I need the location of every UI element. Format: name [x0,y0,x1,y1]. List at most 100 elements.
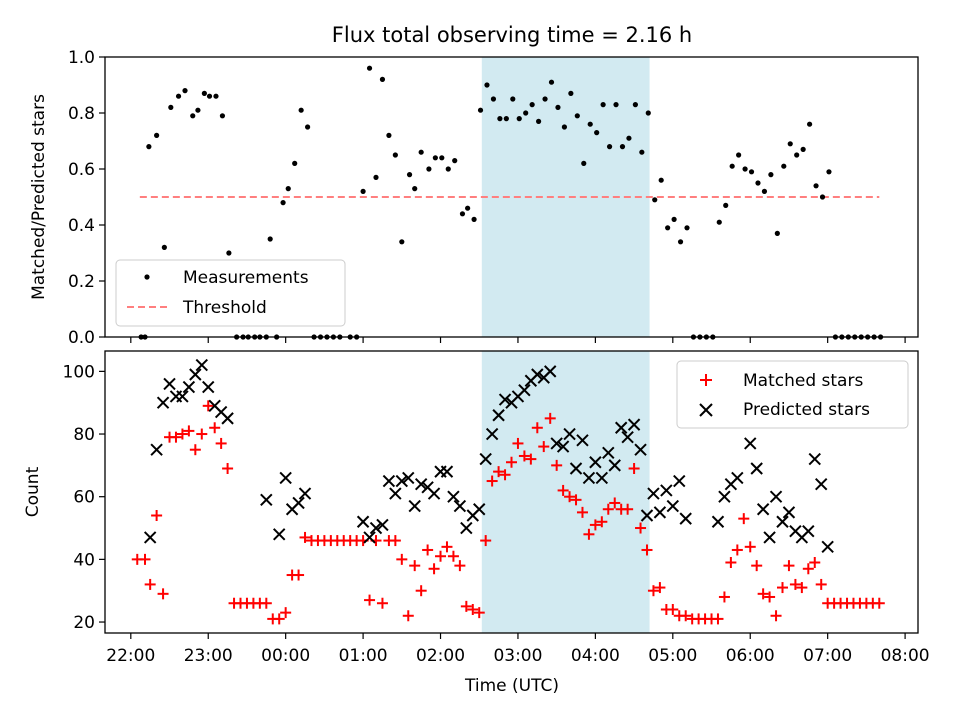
threshold-legend-label: Threshold [182,298,267,318]
measurement-point [677,239,684,245]
measurement-point [748,169,755,175]
matched-star-point [499,469,511,481]
measurement-point [471,216,477,222]
measurement-point [723,202,729,208]
measurement-point [190,113,196,119]
matched-star-point [622,503,634,515]
matched-star-point [299,531,311,543]
measurement-point [774,230,780,236]
matched-star-point [809,557,821,568]
predicted-star-point [576,434,589,447]
measurements-legend-marker [144,274,150,280]
y-tick-label: 0.4 [68,216,95,236]
measurement-point [497,116,503,122]
count-axes-frame [104,350,919,634]
matched-star-point [680,610,692,622]
predicted-star-point [563,427,576,441]
measurement-point [366,65,373,71]
predicted-star-point [647,487,660,500]
measurement-point [195,107,201,113]
matched-star-point [538,441,550,453]
measurement-point [581,160,587,166]
predicted-star-point [492,409,505,422]
predicted-star-point [485,427,499,441]
measurement-point [555,104,561,110]
measurement-point [280,200,286,206]
predicted-star-point [634,443,647,456]
predicted-star-point [176,390,189,403]
predicted-star-point [518,383,531,397]
matched-star-point [364,594,376,606]
y-tick-label: 100 [63,362,95,382]
highlight-band [481,351,650,633]
y-tick-label: 0.0 [68,328,95,348]
predicted-star-point [279,471,292,485]
matched-star-point [635,522,647,534]
measurement-point [161,244,167,250]
predicted-star-point [582,471,596,485]
matched-star-point [744,541,756,553]
measurement-point [523,110,529,116]
matched-star-point [202,400,214,412]
predicted-star-point [260,493,273,507]
matched-star-point [576,506,588,518]
matched-star-point [467,604,479,615]
matched-star-point [764,591,776,603]
matched-star-point [654,582,666,594]
matched-star-point [139,553,151,565]
ratio-y-axis-label: Matched/Predicted stars [29,94,49,300]
matched-star-point [641,544,653,556]
matched-star-point [222,463,234,474]
measurement-point [729,163,735,169]
matched-star-point [389,535,401,547]
matched-star-point [209,422,221,434]
matched-star-point [454,560,466,572]
matched-star-point [435,550,447,562]
measurement-point [587,121,593,127]
measurement-point [794,152,800,158]
measurement-point [613,102,619,108]
matched-star-point [783,560,795,572]
matched-legend-marker [700,374,712,386]
matched-star-point [557,484,569,496]
matched-star-point [802,563,814,575]
predicted-star-point [221,412,234,425]
matched-star-point [628,463,640,474]
measurement-point [445,166,451,172]
count-legend-box [676,360,909,429]
x-tick-label: 04:00 [571,646,620,666]
matched-star-point [428,563,440,575]
matched-star-point [183,425,195,437]
matched-star-point [796,582,808,594]
predicted-star-point [473,503,486,516]
predicted-star-point [182,380,196,394]
measurement-point [536,118,542,124]
measurement-point [594,130,600,136]
measurement-point [412,186,418,192]
measurement-point [175,93,182,99]
predicted-star-point [550,437,563,450]
matched-star-point [506,456,517,468]
measurement-point [716,219,722,225]
predicted-star-point [195,358,208,372]
matched-star-point [602,503,614,515]
predicted-star-point [395,474,409,488]
ratio-panel: 0.0 0.2 0.4 0.6 0.8 1.0 Matched/Predicted sta… [29,48,919,348]
ratio-legend-box [115,259,346,327]
predicted-star-point [363,531,376,544]
measurement-point [392,152,398,158]
measurement-point [761,188,768,194]
x-tick-label: 22:00 [106,646,155,666]
predicted-star-point [356,515,370,528]
predicted-star-point [292,496,305,510]
matched-star-point [751,560,763,572]
x-tick-label: 02:00 [416,646,465,666]
x-tick-label: 00:00 [261,646,310,666]
matched-star-point [531,422,543,434]
measurement-point [292,160,298,166]
measurement-point [542,96,548,102]
measurement-point [146,144,152,150]
measurement-point [399,239,405,245]
